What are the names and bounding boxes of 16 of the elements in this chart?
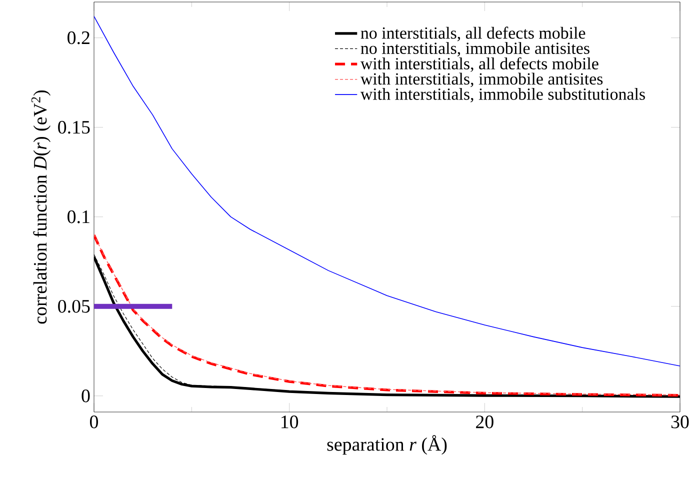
y-tick-label: 0.2 <box>68 31 90 44</box>
x-tick-label: 20 <box>476 416 494 428</box>
legend-label: no interstitials, immobile antisites <box>360 42 590 56</box>
x-axis-title: separation r (Å) <box>327 435 447 455</box>
x-tick-label: 0 <box>90 416 98 428</box>
x-tick-label: 30 <box>671 416 689 428</box>
x-tick-label: 10 <box>282 416 298 428</box>
y-tick-label: 0.15 <box>58 120 90 134</box>
legend-label: with interstitials, immobile antisites <box>360 72 603 88</box>
legend-label: with interstitials, all defects mobile <box>360 57 598 72</box>
legend-label: no interstitials, all defects mobile <box>360 26 586 42</box>
y-axis-title: correlation function D(r) (eV$^{2}$) <box>31 90 51 324</box>
legend-label: with interstitials, immobile substitutionals <box>360 88 645 102</box>
y-tick-label: 0.1 <box>68 210 90 224</box>
y-tick-label: 0.05 <box>58 300 90 313</box>
y-tick-label: 0 <box>82 390 90 402</box>
